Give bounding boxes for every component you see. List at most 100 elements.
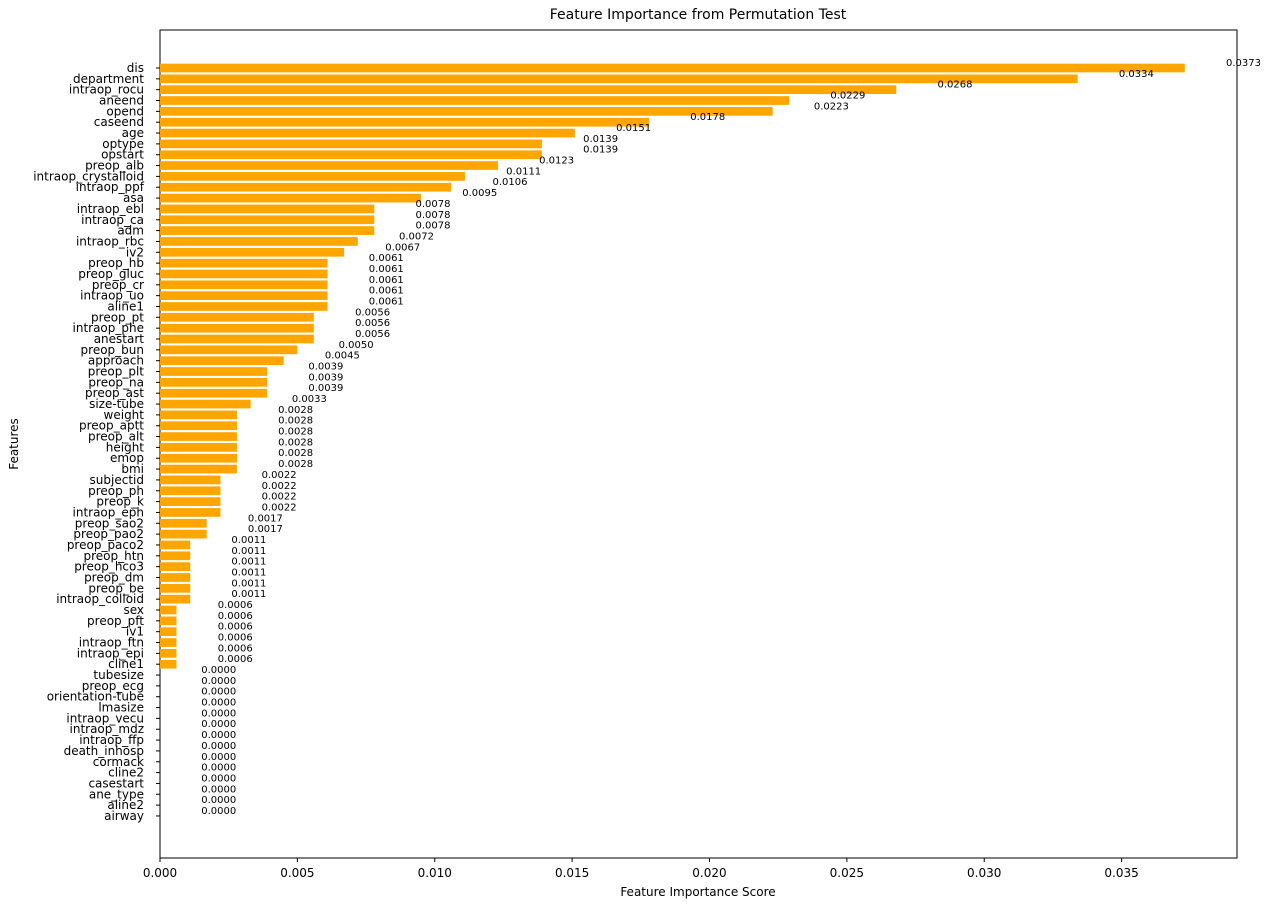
y-tick-label: preop_ast bbox=[85, 386, 144, 400]
bar bbox=[160, 161, 498, 170]
value-label: 0.0011 bbox=[231, 557, 266, 568]
bar bbox=[160, 497, 221, 506]
y-tick-label: size-tube bbox=[89, 397, 144, 411]
x-tick-label: 0.020 bbox=[692, 866, 726, 880]
bar bbox=[160, 96, 790, 105]
value-label: 0.0050 bbox=[339, 340, 374, 351]
y-tick-label: weight bbox=[104, 408, 145, 422]
bar bbox=[160, 508, 221, 517]
value-label: 0.0022 bbox=[262, 481, 297, 492]
value-label: 0.0000 bbox=[201, 773, 236, 784]
x-axis-label: Feature Importance Score bbox=[620, 885, 775, 899]
y-tick-label: intraop_eph bbox=[73, 505, 145, 519]
value-label: 0.0022 bbox=[262, 492, 297, 503]
value-label: 0.0000 bbox=[201, 698, 236, 709]
bar bbox=[160, 421, 237, 431]
bar bbox=[160, 139, 542, 149]
bar bbox=[160, 659, 177, 669]
y-tick-label: preop_alb bbox=[85, 159, 144, 173]
y-tick-label: tubesize bbox=[93, 668, 144, 682]
bar bbox=[160, 107, 773, 116]
x-tick-label: 0.035 bbox=[1104, 866, 1138, 880]
value-label: 0.0011 bbox=[231, 546, 266, 557]
y-tick-label: bmi bbox=[121, 462, 144, 476]
value-label: 0.0006 bbox=[218, 654, 253, 665]
value-label: 0.0056 bbox=[355, 307, 390, 318]
value-label: 0.0178 bbox=[690, 112, 725, 123]
value-label: 0.0334 bbox=[1119, 69, 1154, 80]
y-tick-label: preop_cr bbox=[92, 278, 144, 292]
bar bbox=[160, 367, 268, 376]
bar bbox=[160, 540, 191, 550]
y-tick-label: aline1 bbox=[107, 299, 144, 313]
bar bbox=[160, 486, 221, 496]
value-label: 0.0039 bbox=[308, 362, 343, 373]
value-label: 0.0373 bbox=[1226, 58, 1261, 69]
value-label: 0.0017 bbox=[248, 513, 283, 524]
bar bbox=[160, 182, 452, 192]
y-tick-label: preop_ph bbox=[88, 484, 144, 498]
y-tick-label: cline2 bbox=[108, 766, 144, 780]
value-label: 0.0000 bbox=[201, 665, 236, 676]
y-tick-label: preop_pft bbox=[87, 614, 144, 628]
value-label: 0.0061 bbox=[369, 275, 404, 286]
bar bbox=[160, 74, 1078, 84]
bar bbox=[160, 85, 897, 95]
value-label: 0.0078 bbox=[416, 199, 451, 210]
value-label: 0.0039 bbox=[308, 383, 343, 394]
bar bbox=[160, 63, 1185, 73]
y-tick-label: aneend bbox=[99, 94, 144, 108]
bar bbox=[160, 258, 328, 268]
y-tick-label: intraop_crystalloid bbox=[33, 169, 144, 183]
y-tick-label: intraop_ftn bbox=[79, 636, 144, 650]
value-label: 0.0123 bbox=[539, 156, 574, 167]
bar bbox=[160, 388, 268, 398]
y-tick-label: subjectid bbox=[90, 473, 144, 487]
bar bbox=[160, 518, 207, 528]
value-label: 0.0033 bbox=[292, 394, 327, 405]
y-tick-label: dis bbox=[127, 61, 144, 75]
y-tick-label: sex bbox=[123, 603, 144, 617]
y-tick-label: asa bbox=[123, 191, 144, 205]
y-tick-label: preop_ecg bbox=[82, 679, 144, 693]
y-tick-label: optype bbox=[102, 137, 144, 151]
y-tick-label: preop_k bbox=[96, 495, 144, 509]
y-tick-label: ane_type bbox=[89, 787, 144, 801]
y-tick-label: iv1 bbox=[126, 625, 144, 639]
bar bbox=[160, 399, 251, 409]
x-tick-label: 0.015 bbox=[555, 866, 589, 880]
y-tick-label: emop bbox=[110, 451, 144, 465]
bar bbox=[160, 529, 207, 539]
y-tick-label: intraop_vecu bbox=[66, 711, 144, 725]
value-label: 0.0061 bbox=[369, 253, 404, 264]
y-tick-label: preop_pt bbox=[91, 310, 144, 324]
value-label: 0.0028 bbox=[278, 448, 313, 459]
value-label: 0.0000 bbox=[201, 730, 236, 741]
y-tick-label: preop_bun bbox=[81, 343, 144, 357]
value-label: 0.0000 bbox=[201, 806, 236, 817]
bar bbox=[160, 649, 177, 658]
y-tick-label: preop_be bbox=[88, 581, 144, 595]
value-label: 0.0006 bbox=[218, 611, 253, 622]
x-tick-label: 0.030 bbox=[967, 866, 1001, 880]
value-label: 0.0000 bbox=[201, 708, 236, 719]
value-label: 0.0078 bbox=[416, 221, 451, 232]
bar bbox=[160, 616, 177, 626]
y-tick-label: approach bbox=[88, 354, 144, 368]
value-label: 0.0000 bbox=[201, 719, 236, 730]
value-label: 0.0022 bbox=[262, 502, 297, 513]
y-tick-label: height bbox=[106, 440, 145, 454]
value-label: 0.0028 bbox=[278, 437, 313, 448]
x-tick-label: 0.000 bbox=[143, 866, 177, 880]
y-tick-label: preop_na bbox=[88, 375, 144, 389]
value-label: 0.0056 bbox=[355, 329, 390, 340]
y-tick-label: orientation-tube bbox=[47, 690, 144, 704]
value-label: 0.0006 bbox=[218, 633, 253, 644]
y-tick-label: iv2 bbox=[126, 245, 144, 259]
bar bbox=[160, 583, 191, 593]
bar bbox=[160, 345, 298, 355]
value-label: 0.0000 bbox=[201, 741, 236, 752]
value-label: 0.0017 bbox=[248, 524, 283, 535]
value-label: 0.0072 bbox=[399, 231, 434, 242]
x-tick-label: 0.005 bbox=[280, 866, 314, 880]
